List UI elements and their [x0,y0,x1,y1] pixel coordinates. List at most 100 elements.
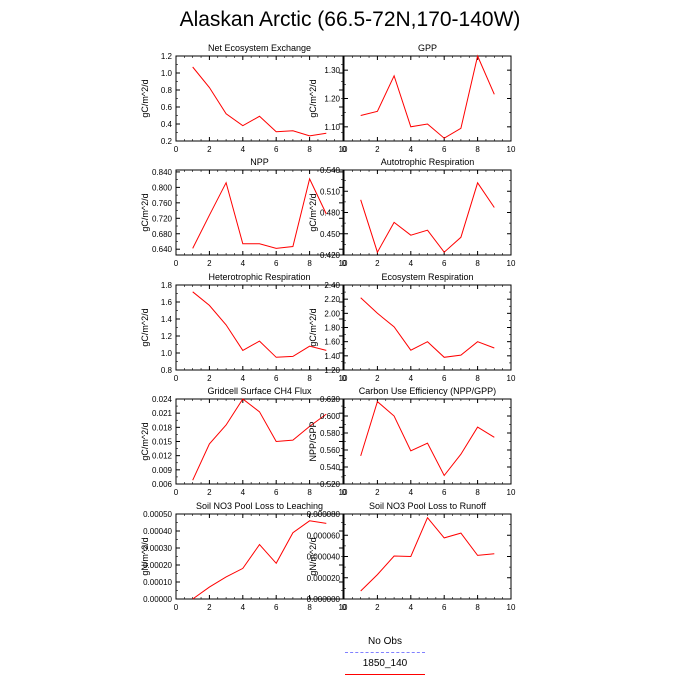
y-axis-label: gC/m^2/d [308,193,318,231]
chart-panel: NPP gC/m^2/d 0 2 4 6 8 10 0.640 0.680 0.720 0.760 0.… [140,157,348,268]
x-tick-label: 10 [339,603,348,612]
chart-panel: Heterotrophic Respiration gC/m^2/d 0 2 4 6 8 10… [140,272,348,383]
y-tick-label: 0.640 [152,245,173,254]
y-tick-label: 0.006 [152,480,173,489]
y-tick-label: 0.520 [320,480,341,489]
y-tick-label: 1.60 [324,338,340,347]
x-tick-label: 8 [475,374,480,383]
x-tick-label: 8 [475,603,480,612]
legend-swatch [345,652,425,653]
x-tick-label: 8 [307,374,312,383]
y-axis-label: gC/m^2/d [140,308,150,346]
y-tick-label: 0.2 [161,137,173,146]
y-tick-label: 0.560 [320,446,341,455]
x-tick-label: 2 [375,259,380,268]
x-tick-label: 10 [339,145,348,154]
x-tick-label: 0 [342,488,347,497]
y-tick-label: 0.021 [152,409,173,418]
legend-label: No Obs [368,636,402,647]
panel-title: Ecosystem Respiration [381,272,473,282]
plot-frame [343,284,512,371]
y-tick-label: 0.015 [152,438,173,447]
y-tick-label: 0.000060 [307,531,341,540]
panel-title: Gridcell Surface CH4 Flux [207,386,312,396]
y-tick-label: 0.00030 [143,544,172,553]
x-tick-label: 2 [207,145,212,154]
x-tick-label: 2 [207,603,212,612]
y-tick-label: 0.000000 [307,595,341,604]
y-tick-label: 1.20 [324,95,340,104]
x-tick-label: 6 [274,145,279,154]
y-tick-label: 0.580 [320,429,341,438]
x-tick-label: 6 [442,145,447,154]
x-tick-label: 0 [342,145,347,154]
y-tick-label: 0.510 [320,187,341,196]
panel-title: Net Ecosystem Exchange [208,43,311,53]
y-tick-label: 2.20 [324,295,340,304]
chart-panel: Gridcell Surface CH4 Flux gC/m^2/d 0 2 4 6 8 10… [140,386,348,497]
y-tick-label: 2.40 [324,281,340,290]
x-tick-label: 10 [507,259,516,268]
x-tick-label: 0 [342,259,347,268]
y-tick-label: 0.018 [152,423,173,432]
panel-title: Heterotrophic Respiration [208,272,310,282]
y-tick-label: 0.6 [161,103,173,112]
y-tick-label: 1.20 [324,366,340,375]
y-axis-label: gN/m^2/d [308,537,318,575]
x-tick-label: 8 [307,488,312,497]
x-tick-label: 8 [475,259,480,268]
y-tick-label: 1.10 [324,123,340,132]
x-tick-label: 4 [241,374,246,383]
y-tick-label: 0.009 [152,466,173,475]
x-tick-label: 2 [375,374,380,383]
legend-swatch [345,674,425,675]
x-tick-label: 10 [507,488,516,497]
plot-frame [343,55,512,142]
y-tick-label: 0.000080 [307,510,341,519]
y-axis-label: gN/m^2/d [140,537,150,575]
y-tick-label: 0.420 [320,251,341,260]
chart-panel: Soil NO3 Pool Loss to Leaching gN/m^2/d 0 2… [140,501,348,612]
y-axis-label: gC/m^2/d [140,193,150,231]
x-tick-label: 6 [442,488,447,497]
x-tick-label: 8 [307,603,312,612]
y-tick-label: 0.00010 [143,578,172,587]
series-line [360,54,495,139]
x-tick-label: 0 [342,374,347,383]
y-tick-label: 0.680 [152,230,173,239]
y-axis-label: gC/m^2/d [308,308,318,346]
panel-title: Carbon Use Efficiency (NPP/GPP) [359,386,496,396]
x-tick-label: 4 [241,259,246,268]
x-tick-label: 4 [409,145,414,154]
y-tick-label: 1.2 [161,52,173,61]
legend-label: 1850_140 [362,658,408,669]
y-tick-label: 0.480 [320,209,341,218]
panel-title: Autotrophic Respiration [381,157,475,167]
y-tick-label: 0.4 [161,120,173,129]
x-tick-label: 8 [475,145,480,154]
x-tick-label: 2 [207,488,212,497]
chart-panel: Carbon Use Efficiency (NPP/GPP) NPP/GPP 0 2… [308,386,516,497]
y-tick-label: 0.540 [320,463,341,472]
x-tick-label: 10 [507,145,516,154]
x-tick-label: 4 [409,603,414,612]
x-tick-label: 8 [475,488,480,497]
y-tick-label: 1.4 [161,315,173,324]
x-tick-label: 10 [339,374,348,383]
y-tick-label: 0.600 [320,412,341,421]
plot-frame [343,398,512,485]
y-axis-label: gC/m^2/d [140,79,150,117]
x-tick-label: 8 [307,145,312,154]
x-tick-label: 0 [174,603,179,612]
x-tick-label: 6 [274,603,279,612]
x-tick-label: 8 [307,259,312,268]
x-tick-label: 4 [241,603,246,612]
x-tick-label: 10 [339,488,348,497]
x-tick-label: 4 [409,374,414,383]
y-tick-label: 0.8 [161,86,173,95]
series-line [360,297,495,358]
x-tick-label: 2 [375,603,380,612]
series-line [192,398,327,481]
